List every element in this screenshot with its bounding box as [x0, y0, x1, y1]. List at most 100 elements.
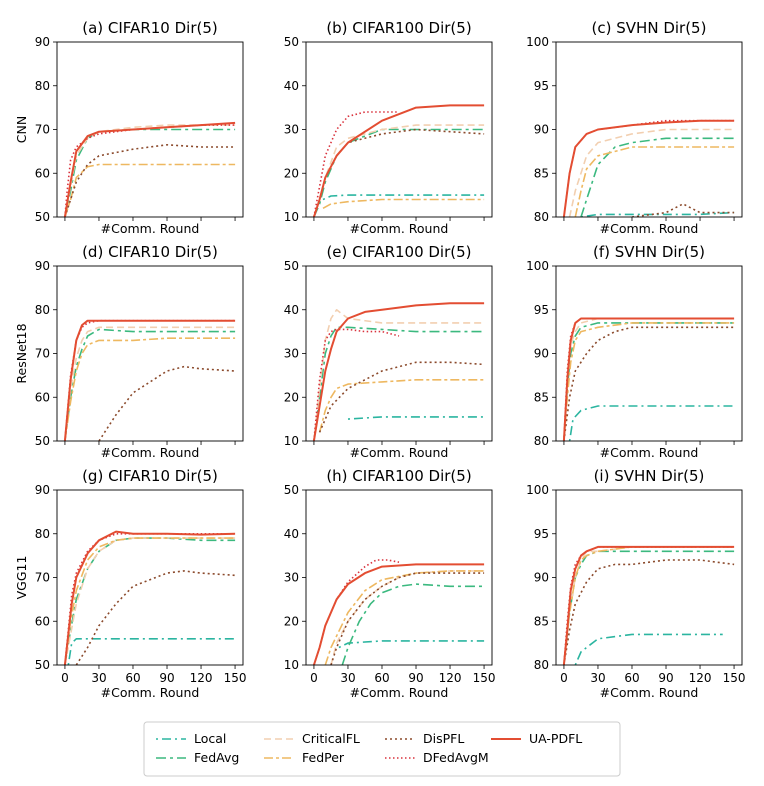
y-tick-label: 10 [284, 210, 299, 224]
series-line-dfedavgm [313, 559, 400, 665]
y-tick-label: 100 [526, 483, 549, 497]
y-tick-label: 85 [534, 166, 549, 180]
x-axis-label: #Comm. Round [350, 685, 449, 700]
series-line-criticalfl [64, 124, 236, 217]
y-tick-label: 85 [534, 614, 549, 628]
panel-c: (c) SVHN Dir(5) 80 85 90 95 100 #Comm. Round [526, 19, 743, 236]
x-axis-label: #Comm. Round [101, 221, 200, 236]
series-line-uapdfl [63, 319, 236, 441]
y-tick-label: 10 [284, 658, 299, 672]
x-tick-label: 30 [91, 671, 106, 685]
x-tick-label: 30 [590, 671, 605, 685]
panel-h: (h) CIFAR100 Dir(5) 10 20 30 40 50 0 30 60 90 120 1… [284, 467, 496, 700]
x-axis-label: #Comm. Round [101, 685, 200, 700]
series-line-fedavg [580, 137, 735, 217]
x-axis-label: #Comm. Round [350, 221, 449, 236]
y-tick-label: 95 [534, 303, 549, 317]
panel-i-title: (i) SVHN Dir(5) [594, 467, 705, 485]
panel-b: (b) CIFAR100 Dir(5) 10 20 30 40 50 #Comm. Roun… [284, 19, 493, 236]
y-tick-label: 90 [35, 35, 50, 49]
series-line-dispfl [98, 365, 236, 441]
legend-label-fedper: FedPer [302, 750, 345, 765]
panel-a-frame [56, 41, 244, 218]
y-tick-label: 30 [284, 123, 299, 137]
x-axis-label: #Comm. Round [600, 445, 699, 460]
y-tick-label: 90 [534, 347, 549, 361]
x-tick-label: 60 [624, 671, 639, 685]
series-line-dispfl [75, 570, 236, 665]
y-tick-label: 70 [35, 571, 50, 585]
x-tick-label: 60 [125, 671, 140, 685]
panel-g-title: (g) CIFAR10 Dir(5) [82, 467, 218, 485]
panel-c-title: (c) SVHN Dir(5) [592, 19, 707, 37]
series-line-uapdfl [562, 317, 735, 441]
panel-e-title: (e) CIFAR100 Dir(5) [326, 243, 471, 261]
series-line-dfedavgm [563, 317, 735, 441]
panel-d: (d) CIFAR10 Dir(5) 50 60 70 80 90 #Comm. Round [35, 243, 244, 460]
row-label-cnn: CNN [14, 116, 29, 143]
y-tick-label: 30 [284, 347, 299, 361]
series-line-fedper [322, 198, 485, 210]
x-axis-label: #Comm. Round [600, 221, 699, 236]
x-tick-label: 120 [190, 671, 213, 685]
series-line-uapdfl [63, 121, 236, 217]
series-line-fedavg [313, 326, 485, 441]
series-line-fedper [563, 322, 735, 441]
y-tick-label: 50 [284, 35, 299, 49]
y-tick-label: 10 [284, 434, 299, 448]
y-tick-label: 100 [526, 35, 549, 49]
y-tick-label: 50 [35, 434, 50, 448]
series-line-dfedavgm [64, 533, 236, 665]
y-tick-label: 20 [284, 614, 299, 628]
series-line-dfedavgm [563, 119, 735, 217]
panel-f-title: (f) SVHN Dir(5) [593, 243, 705, 261]
series-line-dfedavgm [563, 546, 735, 665]
row-label-vgg11: VGG11 [14, 556, 29, 600]
y-tick-label: 50 [284, 483, 299, 497]
series-line-dispfl [563, 326, 735, 441]
series-line-fedper [563, 546, 735, 665]
panel-g-series [63, 530, 236, 665]
panel-a-title: (a) CIFAR10 Dir(5) [82, 19, 217, 37]
y-tick-label: 50 [284, 259, 299, 273]
series-line-criticalfl [64, 537, 236, 665]
y-tick-label: 80 [534, 434, 549, 448]
y-tick-label: 60 [35, 614, 50, 628]
series-line-fedavg [64, 537, 236, 665]
x-tick-label: 60 [374, 671, 389, 685]
x-tick-label: 150 [723, 671, 746, 685]
panel-f-frame [555, 265, 743, 442]
panel-d-frame [56, 265, 244, 442]
legend-label-local: Local [194, 731, 226, 746]
series-line-uapdfl [562, 119, 735, 217]
x-tick-label: 0 [560, 671, 568, 685]
legend: Local FedAvg CriticalFL FedPer DisPFL DFedAvg… [143, 721, 621, 777]
x-axis-label: #Comm. Round [600, 685, 699, 700]
panel-f: (f) SVHN Dir(5) 80 85 90 95 100 #Comm. Round [526, 243, 743, 460]
y-tick-label: 80 [534, 658, 549, 672]
x-tick-label: 90 [159, 671, 174, 685]
series-line-fedavg [64, 328, 236, 441]
series-line-fedavg [563, 322, 735, 441]
series-line-fedper [64, 537, 236, 665]
y-tick-label: 70 [35, 123, 50, 137]
panel-c-series [562, 119, 735, 217]
series-line-fedper [574, 146, 735, 217]
series-line-dfedavgm [64, 319, 236, 441]
x-tick-label: 120 [439, 671, 462, 685]
row-labels-layer: CNN ResNet18 VGG11 [14, 116, 29, 600]
x-tick-label: 0 [61, 671, 69, 685]
series-line-dispfl [313, 128, 485, 217]
panel-a-series [63, 121, 236, 217]
series-line-dispfl [318, 361, 485, 433]
y-tick-label: 80 [35, 79, 50, 93]
x-axis-label: #Comm. Round [101, 445, 200, 460]
series-line-criticalfl [313, 124, 485, 217]
series-line-fedavg [64, 128, 236, 217]
series-line-uapdfl [562, 545, 735, 665]
y-tick-label: 80 [35, 303, 50, 317]
panel-f-series [562, 317, 735, 441]
legend-label-criticalfl: CriticalFL [302, 731, 360, 746]
